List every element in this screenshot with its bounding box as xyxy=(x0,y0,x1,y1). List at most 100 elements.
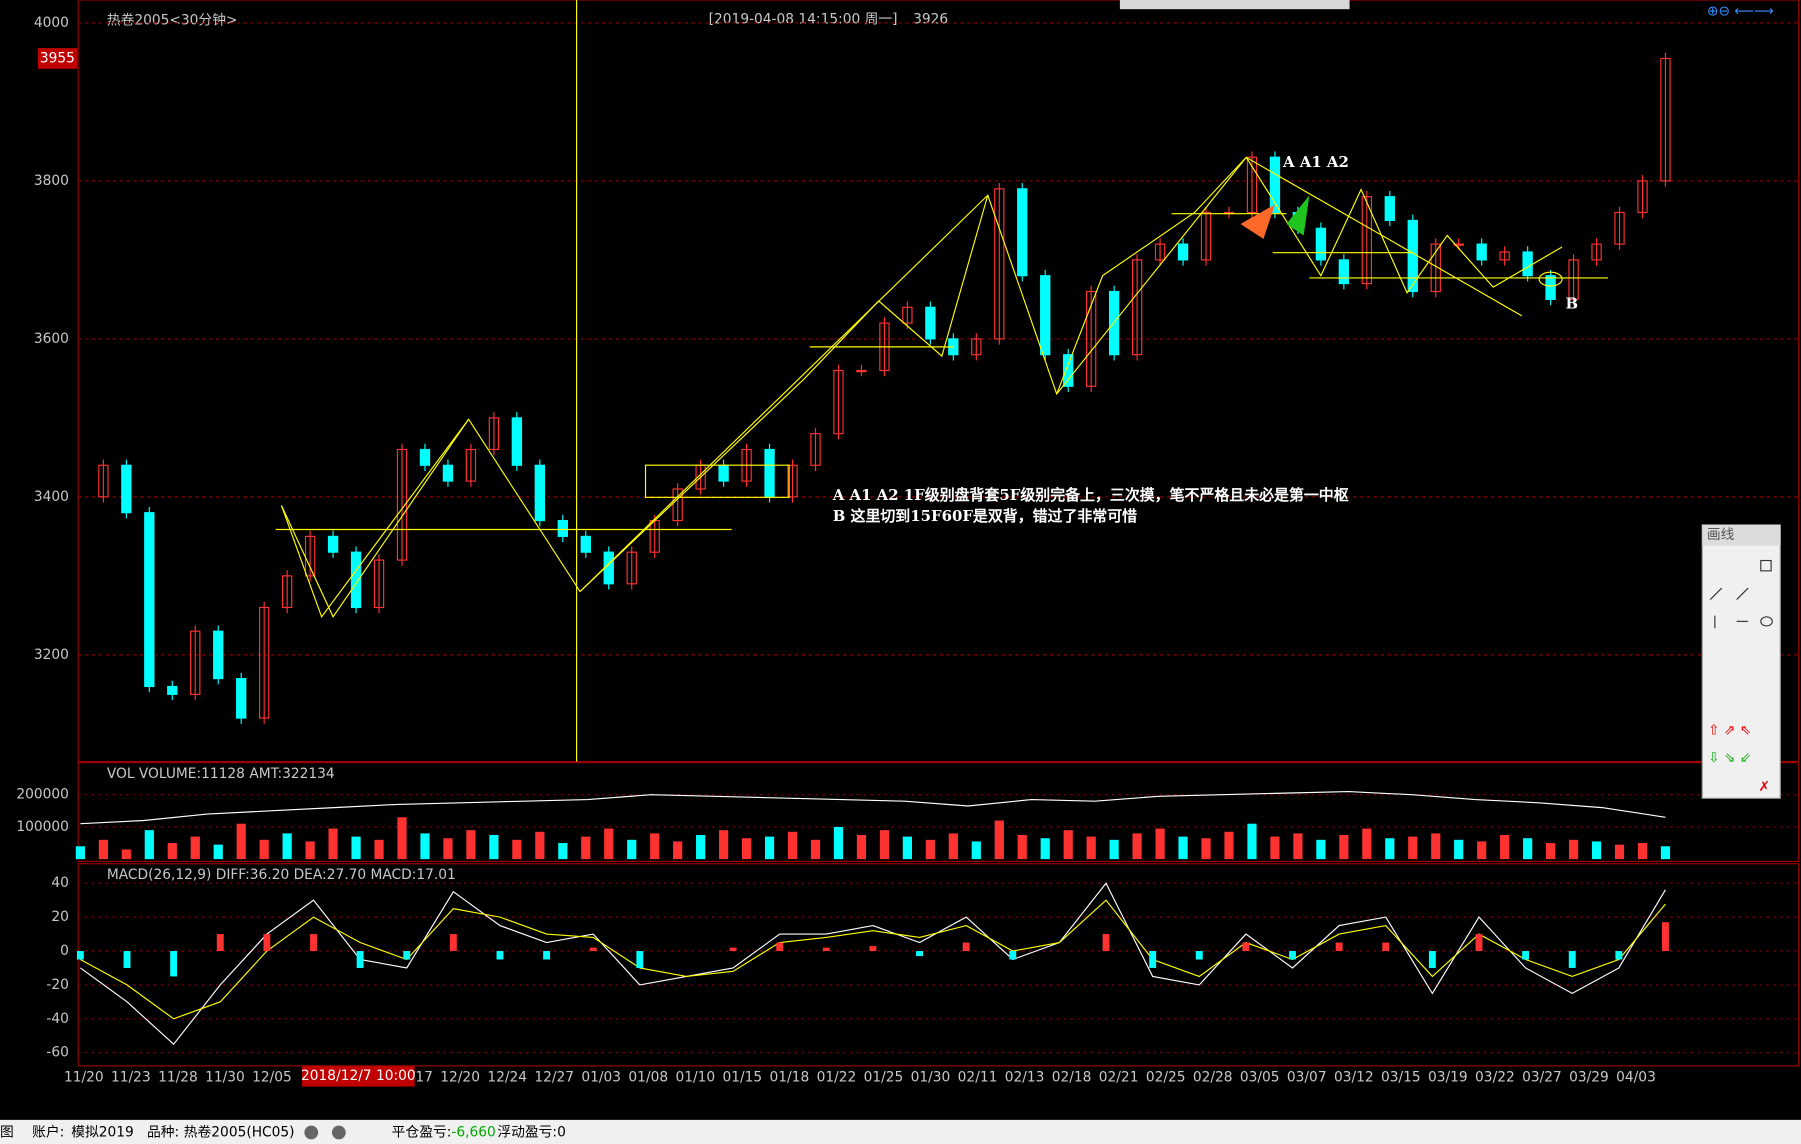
volume-bar xyxy=(489,834,499,860)
volume-bar xyxy=(512,839,522,860)
float-pl: 0 xyxy=(557,1125,566,1141)
volume-bar xyxy=(1546,843,1556,860)
candle-body xyxy=(856,369,867,373)
x-tick-label: 01/22 xyxy=(817,1069,857,1085)
candle-body xyxy=(718,464,729,482)
volume-bar xyxy=(1293,833,1303,860)
y-tick-label: 3400 xyxy=(34,489,69,505)
volume-bar xyxy=(259,839,269,860)
timestamp: [2019-04-08 14:15:00 周一] xyxy=(709,12,898,28)
volume-bar xyxy=(75,846,85,860)
candle-body xyxy=(925,306,936,340)
volume-bar xyxy=(1109,839,1119,860)
sell-arrow xyxy=(1240,204,1275,239)
tool-ellipse[interactable] xyxy=(1760,616,1773,627)
trend-line xyxy=(280,156,1523,618)
volume-bar xyxy=(719,830,729,860)
x-tick-label: 01/10 xyxy=(675,1069,715,1085)
candle-body xyxy=(1315,227,1327,261)
trend-line xyxy=(280,418,470,618)
account-select[interactable]: 模拟2019 xyxy=(71,1125,134,1141)
volume-bar xyxy=(1408,836,1418,860)
x-tick-label: 02/18 xyxy=(1052,1069,1092,1085)
macd-bar xyxy=(1522,951,1530,960)
candle-body xyxy=(1338,259,1350,285)
zoom-in[interactable] xyxy=(331,1125,346,1140)
x-tick-label: 01/18 xyxy=(770,1069,810,1085)
tool-ray[interactable] xyxy=(1736,587,1749,600)
volume-bar xyxy=(627,839,637,860)
toolbox-header xyxy=(1702,524,1781,546)
candle-body xyxy=(419,448,431,466)
float-pl-label: 浮动盈亏: xyxy=(497,1125,557,1141)
candle-body xyxy=(144,512,155,688)
candle-body xyxy=(764,448,775,498)
candle-body xyxy=(442,464,454,482)
macd-bar xyxy=(636,951,644,968)
volume-bar xyxy=(1454,839,1464,860)
panel-title: VOL VOLUME:11128 AMT:322134 xyxy=(107,766,335,782)
macd-bar xyxy=(1382,942,1390,952)
x-tick-label: 01/30 xyxy=(911,1069,951,1085)
top-toolbar[interactable] xyxy=(1119,0,1350,10)
buy-arrow xyxy=(1286,195,1310,236)
macd-bar xyxy=(1662,922,1669,952)
candle-body xyxy=(971,338,982,356)
zoom-out[interactable] xyxy=(304,1125,319,1140)
macd-bar xyxy=(1195,951,1203,960)
volume-bar xyxy=(190,836,200,860)
x-tick-label: 12/24 xyxy=(487,1069,527,1085)
y-tick-label: 200000 xyxy=(16,787,69,803)
y-tick-label: -40 xyxy=(46,1011,68,1027)
tool-up-arrow[interactable]: ⇧ ⇗ ⇖ xyxy=(1708,723,1751,739)
candle-body xyxy=(190,630,201,695)
volume-bar xyxy=(1431,833,1441,860)
x-tick-label: 03/12 xyxy=(1334,1069,1374,1085)
volume-bar xyxy=(121,849,131,860)
candle-body xyxy=(902,306,913,324)
x-tick-label: 02/28 xyxy=(1193,1069,1233,1085)
macd-bar xyxy=(1335,942,1343,952)
volume-bar xyxy=(1132,833,1142,860)
x-tick-label: 02/21 xyxy=(1099,1069,1139,1085)
tool-delete[interactable]: ✗ xyxy=(1759,779,1771,795)
volume-bar xyxy=(144,830,154,860)
volume-bar xyxy=(328,828,338,860)
closed-pl: -6,660 xyxy=(451,1125,495,1141)
x-tick-label: 03/07 xyxy=(1287,1069,1327,1085)
tool-down-arrow[interactable]: ⇩ ⇘ ⇙ xyxy=(1708,750,1751,766)
volume-bar xyxy=(1568,839,1579,860)
candle-body xyxy=(672,488,683,522)
candle-body xyxy=(1154,243,1166,261)
x-tick-label: 01/03 xyxy=(581,1069,621,1085)
x-tick-label: 03/19 xyxy=(1428,1069,1468,1085)
volume-bar xyxy=(1660,846,1671,860)
candle-body xyxy=(1200,211,1212,261)
y-tick-label: 40 xyxy=(51,875,69,891)
candle-body xyxy=(1591,243,1602,261)
status-bar: 图 账户: 模拟2019 品种: 热卷2005(HC05) 平仓盈亏: -6,6… xyxy=(0,1119,1801,1144)
candle-body xyxy=(167,685,178,695)
volume-bar xyxy=(902,836,912,860)
trend-line xyxy=(1056,156,1247,395)
volume-bar xyxy=(856,834,867,860)
crosshair-date: 2018/12/7 10:00 xyxy=(301,1068,416,1084)
volume-bar xyxy=(535,831,545,860)
trend-line xyxy=(579,195,989,592)
candle-body xyxy=(1614,211,1625,245)
symbol-select[interactable]: 热卷2005(HC05) xyxy=(184,1125,295,1141)
volume-bar xyxy=(1477,841,1487,860)
annotation: B xyxy=(1566,294,1579,312)
macd-bar xyxy=(1428,951,1436,968)
tool-line[interactable] xyxy=(1709,587,1723,600)
zoom-controls[interactable]: ⊕⊖ ⟵⟶ xyxy=(1707,3,1774,19)
x-tick-label: 03/05 xyxy=(1240,1069,1280,1085)
y-tick-label: 3600 xyxy=(34,331,69,347)
tool-rect[interactable] xyxy=(1760,559,1772,572)
x-tick-label: 02/11 xyxy=(958,1069,998,1085)
macd-bar xyxy=(216,934,224,952)
annotation-note: B 这里切到15F60F是双背，错过了非常可惜 xyxy=(833,507,1137,525)
candle-body xyxy=(1040,275,1051,356)
